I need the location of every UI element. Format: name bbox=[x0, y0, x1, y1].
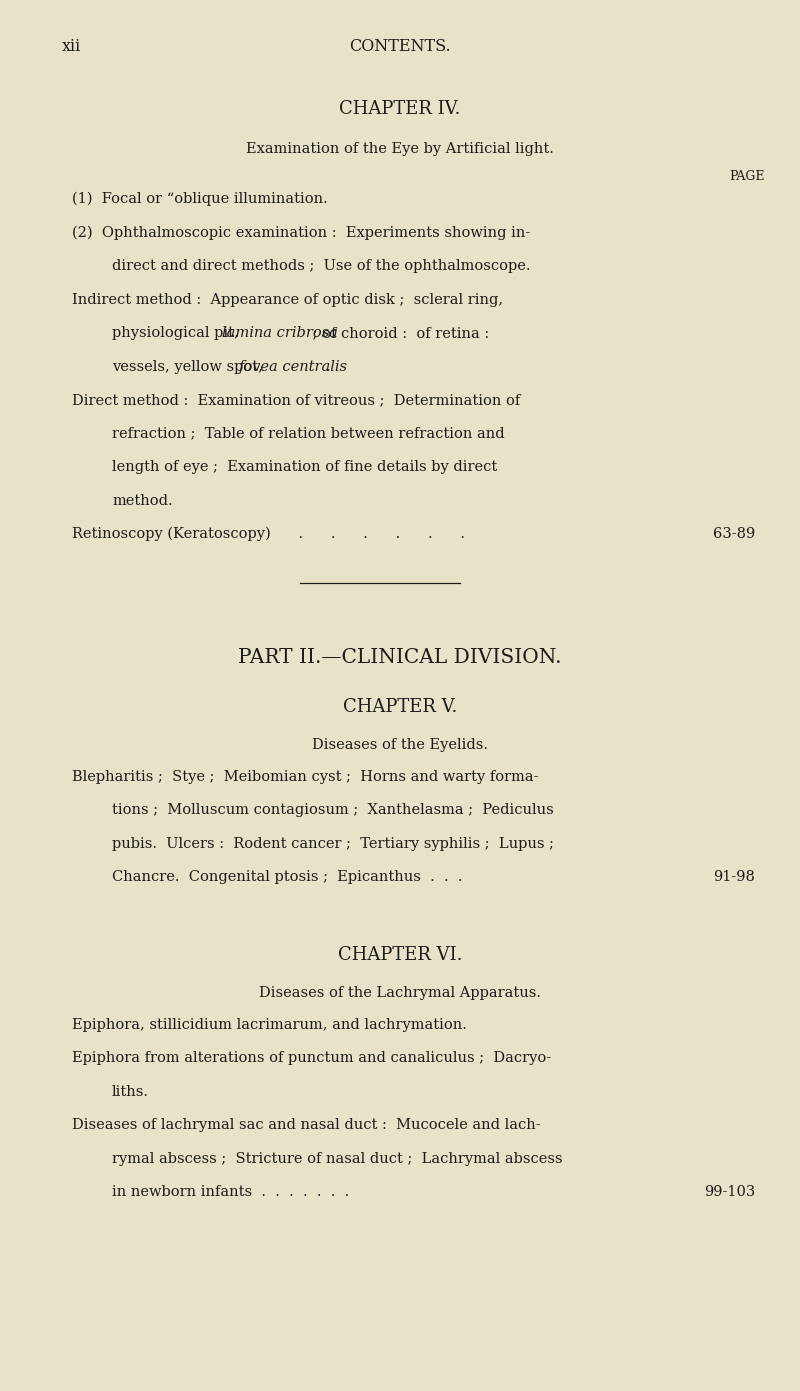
Text: Chancre.  Congenital ptosis ;  Epicanthus  .  .  .: Chancre. Congenital ptosis ; Epicanthus … bbox=[112, 869, 462, 885]
Text: xii: xii bbox=[62, 38, 82, 56]
Text: vessels, yellow spot,: vessels, yellow spot, bbox=[112, 359, 267, 374]
Text: Retinoscopy (Keratoscopy)      .      .      .      .      .      .: Retinoscopy (Keratoscopy) . . . . . . bbox=[72, 527, 479, 541]
Text: fovea centralis: fovea centralis bbox=[239, 359, 348, 374]
Text: 99-103: 99-103 bbox=[704, 1185, 755, 1199]
Text: Epiphora, stillicidium lacrimarum, and lachrymation.: Epiphora, stillicidium lacrimarum, and l… bbox=[72, 1017, 467, 1032]
Text: Epiphora from alterations of punctum and canaliculus ;  Dacryo-: Epiphora from alterations of punctum and… bbox=[72, 1052, 551, 1066]
Text: CHAPTER V.: CHAPTER V. bbox=[343, 697, 457, 715]
Text: Diseases of the Eyelids.: Diseases of the Eyelids. bbox=[312, 737, 488, 751]
Text: .: . bbox=[326, 359, 330, 374]
Text: physiological pit,: physiological pit, bbox=[112, 325, 243, 339]
Text: Direct method :  Examination of vitreous ;  Determination of: Direct method : Examination of vitreous … bbox=[72, 394, 520, 408]
Text: ; of choroid :  of retina :: ; of choroid : of retina : bbox=[308, 325, 490, 339]
Text: 91-98: 91-98 bbox=[713, 869, 755, 885]
Text: Diseases of lachrymal sac and nasal duct :  Mucocele and lach-: Diseases of lachrymal sac and nasal duct… bbox=[72, 1118, 541, 1132]
Text: Diseases of the Lachrymal Apparatus.: Diseases of the Lachrymal Apparatus. bbox=[259, 985, 541, 1000]
Text: refraction ;  Table of relation between refraction and: refraction ; Table of relation between r… bbox=[112, 427, 505, 441]
Text: rymal abscess ;  Stricture of nasal duct ;  Lachrymal abscess: rymal abscess ; Stricture of nasal duct … bbox=[112, 1152, 562, 1166]
Text: Indirect method :  Appearance of optic disk ;  scleral ring,: Indirect method : Appearance of optic di… bbox=[72, 292, 503, 306]
Text: liths.: liths. bbox=[112, 1085, 149, 1099]
Text: PART II.—CLINICAL DIVISION.: PART II.—CLINICAL DIVISION. bbox=[238, 647, 562, 666]
Text: Blepharitis ;  Stye ;  Meibomian cyst ;  Horns and warty forma-: Blepharitis ; Stye ; Meibomian cyst ; Ho… bbox=[72, 769, 538, 783]
Text: CONTENTS.: CONTENTS. bbox=[349, 38, 451, 56]
Text: (2)  Ophthalmoscopic examination :  Experiments showing in-: (2) Ophthalmoscopic examination : Experi… bbox=[72, 225, 530, 239]
Text: CHAPTER IV.: CHAPTER IV. bbox=[339, 100, 461, 118]
Text: CHAPTER VI.: CHAPTER VI. bbox=[338, 946, 462, 964]
Text: method.: method. bbox=[112, 494, 173, 508]
Text: in newborn infants  .  .  .  .  .  .  .: in newborn infants . . . . . . . bbox=[112, 1185, 350, 1199]
Text: (1)  Focal or “oblique illumination.: (1) Focal or “oblique illumination. bbox=[72, 192, 328, 206]
Text: 63-89: 63-89 bbox=[713, 527, 755, 541]
Text: direct and direct methods ;  Use of the ophthalmoscope.: direct and direct methods ; Use of the o… bbox=[112, 259, 530, 273]
Text: length of eye ;  Examination of fine details by direct: length of eye ; Examination of fine deta… bbox=[112, 460, 498, 474]
Text: Examination of the Eye by Artificial light.: Examination of the Eye by Artificial lig… bbox=[246, 142, 554, 156]
Text: lamina cribrosa: lamina cribrosa bbox=[222, 325, 338, 339]
Text: pubis.  Ulcers :  Rodent cancer ;  Tertiary syphilis ;  Lupus ;: pubis. Ulcers : Rodent cancer ; Tertiary… bbox=[112, 836, 554, 850]
Text: tions ;  Molluscum contagiosum ;  Xanthelasma ;  Pediculus: tions ; Molluscum contagiosum ; Xanthela… bbox=[112, 803, 554, 817]
Text: PAGE: PAGE bbox=[730, 170, 765, 184]
